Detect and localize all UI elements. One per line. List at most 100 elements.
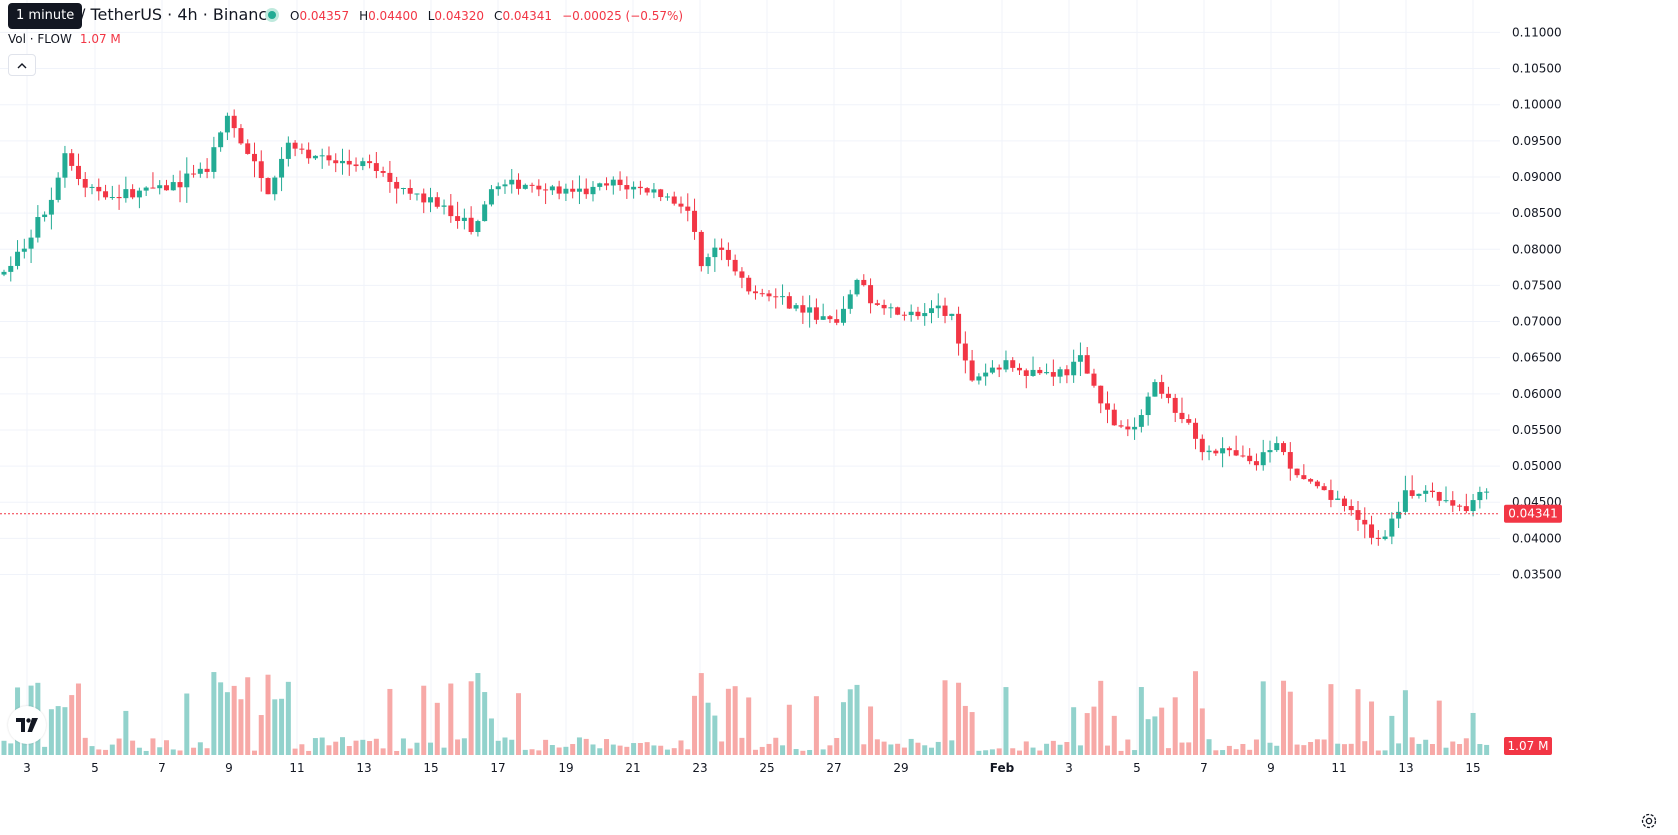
volume-bar	[312, 738, 318, 755]
candle-body	[197, 168, 203, 174]
volume-bar	[901, 747, 907, 755]
volume-bar	[1267, 742, 1273, 755]
candle-body	[773, 296, 779, 298]
volume-bar	[211, 672, 217, 755]
volume-bar	[191, 747, 197, 755]
volume-bar	[326, 745, 332, 755]
candle-body	[1260, 452, 1266, 466]
volume-bar	[150, 738, 156, 755]
candle-body	[1477, 491, 1483, 501]
collapse-legend-button[interactable]	[8, 54, 36, 76]
candle-body	[407, 187, 413, 194]
candle-body	[1010, 360, 1016, 368]
candle-body	[617, 179, 623, 186]
time-tick-label: 17	[490, 761, 505, 775]
candle-body	[1003, 360, 1009, 370]
candle-body	[1301, 475, 1307, 480]
symbol-title[interactable]: / TetherUS · 4h · Binance	[80, 5, 278, 24]
volume-bar	[1436, 700, 1442, 755]
volume-bar	[82, 737, 88, 755]
time-axis[interactable]: 3 5 7 9 11 13 15 17 19 21 23 25 27 29 Feb 3 5 7 9 11 13 15	[23, 761, 1480, 775]
volume-bar	[1457, 744, 1463, 755]
volume-bar	[834, 737, 840, 755]
candle-body	[21, 248, 27, 252]
candle-body	[922, 313, 928, 317]
candle-body	[901, 314, 907, 316]
volume-bar	[258, 715, 264, 755]
volume-bar	[746, 697, 752, 755]
volume-bar	[1348, 743, 1354, 755]
volume-bar	[1314, 739, 1320, 755]
last-price-label: 0.04341	[1504, 504, 1562, 523]
candle-body	[279, 158, 285, 178]
volume-bar	[360, 739, 366, 755]
volume-bar	[279, 698, 285, 755]
volume-bar	[1084, 713, 1090, 755]
volume-bar	[218, 682, 224, 755]
volume-bar	[739, 737, 745, 755]
candle-body	[1233, 450, 1239, 456]
candle-body	[1091, 373, 1097, 386]
volume-bar	[719, 741, 725, 755]
candle-body	[861, 279, 867, 286]
volume-bar	[461, 738, 467, 755]
time-tick-label: 11	[1331, 761, 1346, 775]
candle-body	[563, 188, 569, 194]
volume-bar	[1308, 742, 1314, 755]
candle-body	[989, 367, 995, 373]
volume-bar	[116, 738, 122, 755]
volume-bar	[786, 704, 792, 755]
candle-body	[793, 305, 799, 309]
candle-body	[421, 193, 427, 203]
candle-body	[685, 206, 691, 211]
candle-body	[1247, 455, 1253, 462]
volume-bar	[1044, 743, 1050, 755]
volume-bar	[502, 737, 508, 755]
volume-bar	[103, 749, 109, 755]
candle-body	[312, 155, 318, 159]
candle-body	[1193, 422, 1199, 439]
volume-bar	[983, 750, 989, 755]
tradingview-logo-icon[interactable]	[8, 706, 46, 744]
volume-bar	[272, 699, 278, 755]
candle-body	[509, 179, 515, 185]
volume-bar	[590, 744, 596, 755]
candle-body	[475, 221, 481, 233]
candle-body	[218, 132, 224, 148]
volume-bar	[434, 702, 440, 755]
volume-bar	[705, 702, 711, 755]
candle-body	[231, 115, 237, 129]
price-tick-label: 0.08500	[1512, 206, 1562, 220]
volume-bar	[448, 683, 454, 755]
volume-bar	[319, 737, 325, 755]
volume-bar	[658, 745, 664, 755]
volume-bar	[1470, 712, 1476, 755]
volume-bar	[895, 743, 901, 755]
volume-bar	[55, 706, 61, 755]
candle-body	[983, 372, 989, 377]
candle-body	[664, 196, 670, 198]
low-label: L	[427, 9, 435, 23]
volume-bar	[1416, 743, 1422, 755]
candle-body	[434, 197, 440, 207]
gear-icon[interactable]	[1640, 812, 1658, 830]
volume-bar	[1071, 707, 1077, 755]
volume-bar	[130, 740, 136, 755]
price-axis[interactable]: 0.11000 0.10500 0.10000 0.09500 0.09000 0.085…	[1512, 25, 1562, 581]
candle-body	[1077, 355, 1083, 362]
volume-bar	[617, 745, 623, 755]
volume-legend[interactable]: Vol · FLOW 1.07 M	[8, 32, 121, 46]
volume-bar	[21, 738, 27, 755]
candle-body	[536, 185, 542, 190]
candle-body	[962, 343, 968, 361]
candle-body	[1179, 412, 1185, 420]
volume-bar	[536, 750, 542, 755]
candle-body	[1050, 372, 1056, 377]
volume-bar	[529, 749, 535, 755]
volume-bar	[1111, 715, 1117, 755]
candle-body	[1186, 419, 1192, 423]
time-tick-label: 13	[1398, 761, 1413, 775]
candle-body	[766, 293, 772, 297]
last-price-value: 0.04341	[1508, 507, 1558, 521]
